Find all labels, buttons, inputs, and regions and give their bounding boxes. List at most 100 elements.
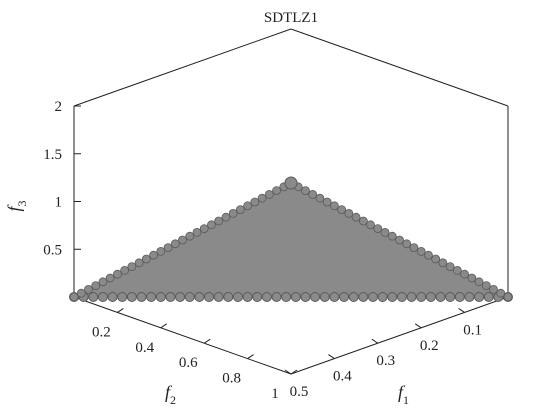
data-point <box>406 292 417 302</box>
pareto-surface <box>73 182 509 298</box>
x-tick-label: 0.4 <box>333 369 352 385</box>
data-point <box>223 292 234 302</box>
data-point <box>257 193 267 203</box>
data-point <box>136 292 147 302</box>
x-tick-label: 0.3 <box>376 353 395 369</box>
data-point <box>264 189 274 199</box>
data-point <box>261 292 272 302</box>
y-tick-label: 0.2 <box>92 324 111 340</box>
data-point <box>194 292 205 302</box>
data-point <box>88 292 99 302</box>
z-tick-label: 2 <box>55 99 63 115</box>
x-axis-label-main: f <box>398 382 406 402</box>
y-axis-label-main: f <box>165 382 173 402</box>
data-point <box>284 176 298 190</box>
data-point <box>409 243 419 253</box>
data-point <box>69 292 79 302</box>
y-axis-label-sub: 2 <box>170 393 176 407</box>
data-point <box>315 193 325 203</box>
data-point <box>483 292 494 302</box>
data-point <box>351 212 361 222</box>
y-tick-label: 0.6 <box>179 355 198 371</box>
z-axis-label: f3 <box>4 200 29 211</box>
data-point <box>242 292 253 302</box>
x-tick-mark <box>414 323 422 329</box>
data-point <box>204 292 215 302</box>
data-point <box>460 269 470 279</box>
data-point <box>228 208 238 218</box>
data-point <box>235 205 245 215</box>
y-tick-label: 0.4 <box>135 340 154 356</box>
pareto-points <box>69 176 513 302</box>
pareto-surface-fill <box>73 182 509 298</box>
data-point <box>107 292 118 302</box>
x-tick-label: 0.1 <box>463 322 482 338</box>
data-point <box>425 292 436 302</box>
data-point <box>232 292 243 302</box>
z-tick-label: 0.5 <box>43 242 62 258</box>
data-point <box>134 258 144 268</box>
data-point <box>474 292 485 302</box>
data-point <box>445 292 456 302</box>
y-tick-mark <box>203 338 211 344</box>
data-point <box>474 277 484 287</box>
data-point <box>467 273 477 283</box>
data-point <box>322 197 332 207</box>
data-point <box>435 292 446 302</box>
data-point <box>252 292 263 302</box>
data-point <box>329 201 339 211</box>
y-tick-mark <box>117 307 124 313</box>
data-point <box>243 201 253 211</box>
data-point <box>175 292 186 302</box>
data-point <box>184 292 195 302</box>
data-point <box>310 292 321 302</box>
data-point <box>290 292 301 302</box>
data-point <box>163 243 173 253</box>
data-point <box>213 292 224 302</box>
y-tick-mark <box>290 369 298 375</box>
data-point <box>424 250 433 260</box>
data-point <box>348 292 359 302</box>
x-axis-label-sub: 1 <box>403 393 409 407</box>
data-point <box>489 284 498 294</box>
data-point <box>380 227 390 237</box>
data-point <box>337 205 347 215</box>
z-axis-label-sub: 3 <box>15 200 29 206</box>
data-point <box>127 262 137 272</box>
data-point <box>366 220 375 230</box>
data-point <box>431 254 441 264</box>
x-tick-mark <box>328 354 335 360</box>
y-tick-label: 0.8 <box>222 371 241 387</box>
y-tick-mark <box>160 323 168 329</box>
data-point <box>454 292 465 302</box>
data-point <box>155 292 166 302</box>
data-point <box>329 292 340 302</box>
data-point <box>344 208 354 218</box>
data-point <box>156 246 166 256</box>
data-point <box>97 292 108 302</box>
data-point <box>396 292 407 302</box>
axis-ticks: 0.1 0.2 0.3 0.4 0.5 0.2 0.4 0.6 0.8 1 0.5 1 1.5 2 <box>43 99 482 402</box>
data-point <box>272 186 281 196</box>
data-point <box>373 224 383 234</box>
data-point <box>98 277 108 287</box>
y-tick-label: 1 <box>271 386 279 402</box>
data-point <box>358 216 368 226</box>
data-point <box>301 186 310 196</box>
data-point <box>438 258 448 268</box>
data-point <box>300 292 311 302</box>
axis-edge-top-right <box>290 28 509 107</box>
data-point <box>445 262 455 272</box>
data-point <box>496 288 506 298</box>
data-point <box>126 292 137 302</box>
data-point <box>141 254 151 264</box>
data-point <box>387 231 397 241</box>
data-point <box>199 224 209 234</box>
data-point <box>207 220 216 230</box>
data-point <box>91 281 101 291</box>
data-point <box>84 284 93 294</box>
data-point <box>464 292 475 302</box>
x-axis-label: f1 <box>398 382 409 407</box>
z-tick-label: 1 <box>55 195 63 211</box>
